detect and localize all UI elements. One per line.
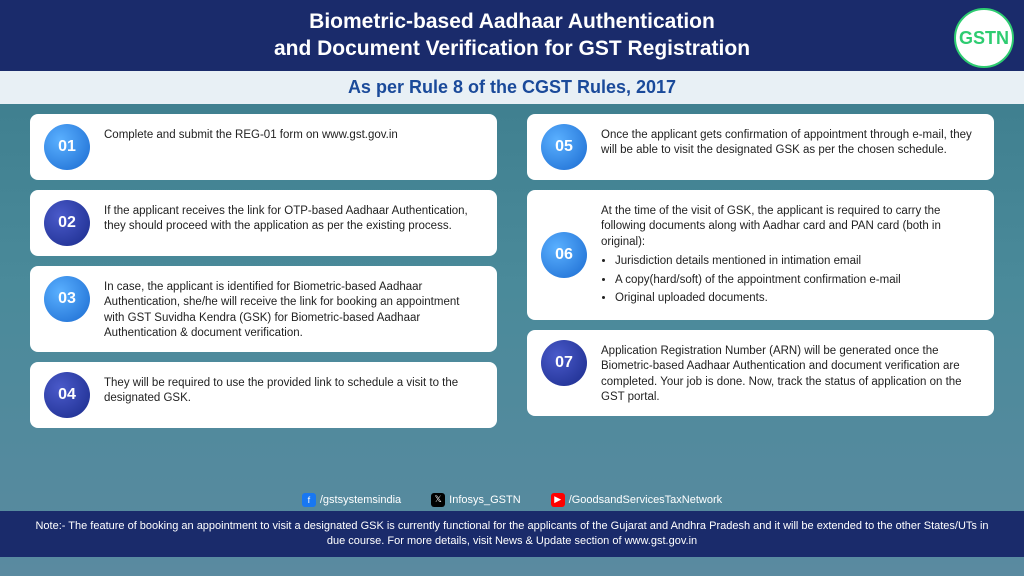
step-text: Once the applicant gets confirmation of …: [601, 124, 980, 159]
subtitle-bar: As per Rule 8 of the CGST Rules, 2017: [0, 71, 1024, 104]
facebook-icon: f: [302, 493, 316, 507]
step-text: If the applicant receives the link for O…: [104, 200, 483, 235]
step-text: Application Registration Number (ARN) wi…: [601, 340, 980, 406]
x-link[interactable]: 𝕏Infosys_GSTN: [431, 493, 521, 507]
step-item-01: 01 Complete and submit the REG-01 form on…: [30, 114, 497, 180]
step-text: At the time of the visit of GSK, the app…: [601, 200, 980, 310]
social-links: f/gstsystemsindia 𝕏Infosys_GSTN ▶/Goodsa…: [0, 489, 1024, 511]
note-text: Note:- The feature of booking an appoint…: [35, 520, 988, 547]
subtitle: As per Rule 8 of the CGST Rules, 2017: [6, 77, 1018, 98]
step-item-04: 04 They will be required to use the provi…: [30, 362, 497, 428]
youtube-link[interactable]: ▶/GoodsandServicesTaxNetwork: [551, 493, 722, 507]
youtube-icon: ▶: [551, 493, 565, 507]
x-icon: 𝕏: [431, 493, 445, 507]
header: Biometric-based Aadhaar Authenticationan…: [0, 0, 1024, 71]
step-number: 01: [44, 124, 90, 170]
logo-text: GSTN: [959, 28, 1009, 49]
note-bar: Note:- The feature of booking an appoint…: [0, 511, 1024, 558]
step-number: 03: [44, 276, 90, 322]
facebook-link[interactable]: f/gstsystemsindia: [302, 493, 401, 507]
left-column: 01 Complete and submit the REG-01 form on…: [30, 114, 497, 479]
step-number: 02: [44, 200, 90, 246]
step-item-05: 05 Once the applicant gets confirmation o…: [527, 114, 994, 180]
page-title: Biometric-based Aadhaar Authenticationan…: [274, 8, 750, 63]
step-text: In case, the applicant is identified for…: [104, 276, 483, 342]
step-item-02: 02 If the applicant receives the link for…: [30, 190, 497, 256]
step-number: 06: [541, 232, 587, 278]
step-number: 05: [541, 124, 587, 170]
step-number: 07: [541, 340, 587, 386]
step-number: 04: [44, 372, 90, 418]
step-text: They will be required to use the provide…: [104, 372, 483, 407]
step-item-06: 06 At the time of the visit of GSK, the a…: [527, 190, 994, 320]
content: 01 Complete and submit the REG-01 form on…: [0, 104, 1024, 489]
step-item-03: 03 In case, the applicant is identified f…: [30, 266, 497, 352]
right-column: 05 Once the applicant gets confirmation o…: [527, 114, 994, 479]
step-item-07: 07 Application Registration Number (ARN) …: [527, 330, 994, 416]
step-text: Complete and submit the REG-01 form on w…: [104, 124, 398, 144]
gstn-logo: GSTN: [954, 8, 1014, 68]
